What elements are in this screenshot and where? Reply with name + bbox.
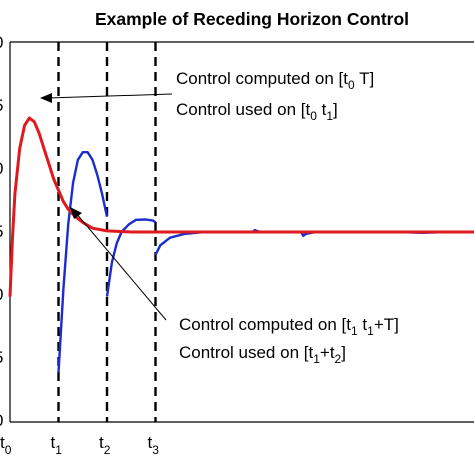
arrow-1-head	[40, 93, 52, 103]
x-tick-label: t3	[148, 433, 160, 457]
x-tick-label: t1	[51, 433, 63, 457]
svg-text:0: 0	[0, 411, 3, 430]
x-tick-label: t2	[99, 433, 111, 457]
svg-text:5: 5	[0, 222, 3, 241]
svg-text:0: 0	[0, 159, 3, 178]
annotation-arrows	[40, 93, 173, 321]
series-layer	[8, 116, 474, 373]
annotation-2: Control computed on [t1 t1+T] Control us…	[179, 315, 399, 366]
svg-text:0: 0	[0, 33, 3, 52]
plot-frame	[9, 41, 474, 423]
arrow-1-line	[47, 93, 173, 99]
svg-text:5: 5	[0, 348, 3, 367]
annotation-2-line-1: Control computed on [t1 t1+T]	[179, 315, 399, 338]
annotation-1: Control computed on [t0 T] Control used …	[176, 69, 374, 123]
x-tick-labels: t0 t1 t2 t3	[0, 433, 159, 457]
x-tick-label: t0	[0, 433, 12, 457]
svg-text:0: 0	[0, 285, 3, 304]
annotation-1-line-2: Control used on [t0 t1]	[176, 100, 338, 123]
series-1-line	[57, 151, 109, 373]
chart-title: Example of Receding Horizon Control	[95, 9, 409, 29]
arrow-2-head	[70, 207, 82, 219]
svg-text:5: 5	[0, 96, 3, 115]
y-tick-labels-cropped: 0 5 0 5 0 5 0	[0, 33, 3, 430]
series-0-line	[8, 116, 474, 297]
annotation-2-line-2: Control used on [t1+t2]	[179, 343, 346, 366]
arrow-2-line	[75, 212, 167, 321]
annotation-1-line-1: Control computed on [t0 T]	[176, 69, 374, 92]
series-1-line	[105, 218, 157, 297]
series-1-line	[154, 228, 474, 256]
